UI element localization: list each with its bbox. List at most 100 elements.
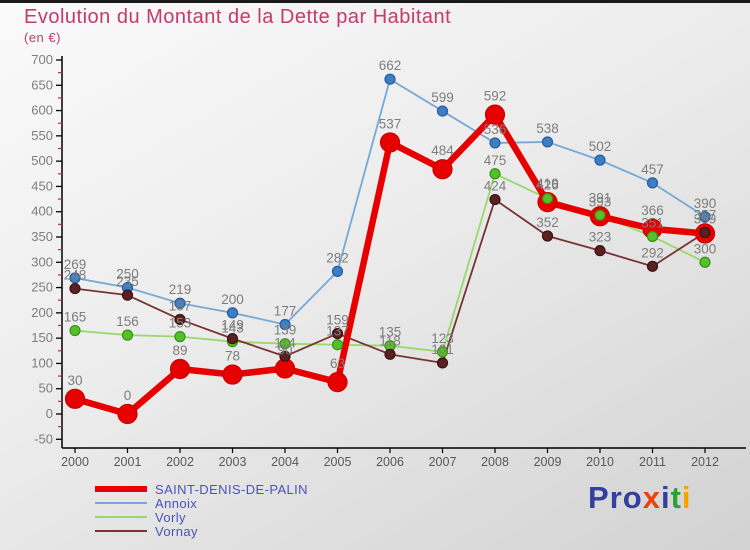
svg-text:149: 149 — [221, 318, 244, 333]
svg-text:269: 269 — [64, 257, 87, 272]
svg-text:599: 599 — [431, 90, 454, 105]
svg-text:118: 118 — [379, 333, 401, 348]
series-labels-vorly: 165 156 153 143 139 137 135 123 475 426 393 351 300 — [64, 153, 717, 346]
svg-text:89: 89 — [172, 343, 187, 358]
legend-label: Vorly — [155, 509, 186, 525]
svg-text:2001: 2001 — [114, 455, 142, 469]
svg-text:300: 300 — [694, 241, 717, 256]
svg-text:78: 78 — [225, 349, 240, 364]
svg-text:135: 135 — [379, 325, 402, 340]
legend-label: SAINT-DENIS-DE-PALIN — [155, 481, 308, 497]
svg-text:475: 475 — [484, 153, 507, 168]
series-labels-annoix: 269 250 219 200 177 282 662 599 536 538 502 457 390 — [64, 58, 717, 318]
legend-item-vornay: Vornay — [95, 523, 308, 539]
svg-text:537: 537 — [379, 116, 402, 131]
svg-text:177: 177 — [274, 303, 297, 318]
logo-letter: r — [609, 480, 623, 515]
svg-text:400: 400 — [31, 204, 53, 219]
legend-swatch — [95, 502, 147, 504]
legend-item-saint-denis-de-palin: SAINT-DENIS-DE-PALIN — [95, 481, 308, 497]
svg-text:2011: 2011 — [639, 455, 666, 469]
svg-text:323: 323 — [589, 230, 612, 245]
svg-text:2006: 2006 — [376, 455, 404, 469]
legend-swatch — [95, 486, 147, 492]
svg-text:2008: 2008 — [481, 455, 509, 469]
svg-text:156: 156 — [116, 314, 139, 329]
svg-text:2012: 2012 — [691, 455, 719, 469]
svg-text:2009: 2009 — [534, 455, 562, 469]
legend-swatch — [95, 516, 147, 518]
svg-text:235: 235 — [116, 274, 139, 289]
svg-text:662: 662 — [379, 58, 402, 73]
svg-text:352: 352 — [536, 215, 559, 230]
svg-text:100: 100 — [31, 355, 53, 370]
svg-text:30: 30 — [67, 373, 82, 388]
svg-text:114: 114 — [274, 335, 296, 350]
svg-text:250: 250 — [31, 280, 53, 295]
svg-text:139: 139 — [274, 323, 297, 338]
logo-letter: i — [681, 480, 692, 515]
logo-letter: P — [588, 480, 610, 515]
svg-text:143: 143 — [221, 321, 244, 336]
svg-text:366: 366 — [641, 203, 664, 218]
svg-text:600: 600 — [31, 103, 53, 118]
svg-text:351: 351 — [641, 215, 664, 230]
svg-text:484: 484 — [431, 143, 454, 158]
window-top-edge — [0, 0, 750, 3]
svg-text:165: 165 — [64, 310, 87, 325]
svg-text:-50: -50 — [34, 431, 53, 446]
series-dots-annoix — [69, 73, 711, 331]
svg-text:2002: 2002 — [166, 455, 194, 469]
svg-text:153: 153 — [169, 316, 192, 331]
svg-text:2005: 2005 — [324, 455, 352, 469]
svg-text:248: 248 — [64, 268, 87, 283]
svg-text:2003: 2003 — [219, 455, 247, 469]
svg-text:137: 137 — [326, 324, 349, 339]
svg-text:550: 550 — [31, 128, 53, 143]
svg-text:500: 500 — [31, 153, 53, 168]
svg-text:650: 650 — [31, 77, 53, 92]
logo-letter: t — [670, 480, 682, 515]
svg-text:538: 538 — [536, 121, 559, 136]
chart-subtitle: (en €) — [24, 30, 61, 45]
legend-swatch — [95, 530, 147, 532]
proxiti-logo: Proxiti — [588, 480, 692, 516]
logo-letter: i — [660, 480, 671, 515]
logo-letter: x — [642, 480, 661, 515]
svg-text:502: 502 — [589, 139, 612, 154]
legend-item-annoix: Annoix — [95, 495, 308, 511]
svg-text:536: 536 — [484, 122, 507, 137]
svg-text:391: 391 — [589, 190, 612, 205]
svg-text:187: 187 — [169, 298, 192, 313]
svg-text:292: 292 — [641, 245, 664, 260]
chart-legend: SAINT-DENIS-DE-PALIN Annoix Vorly Vornay — [95, 481, 308, 539]
page-title: Evolution du Montant de la Dette par Hab… — [24, 6, 452, 28]
svg-text:424: 424 — [484, 179, 507, 194]
svg-text:282: 282 — [326, 250, 349, 265]
svg-text:0: 0 — [124, 388, 132, 403]
svg-text:250: 250 — [116, 267, 139, 282]
series-labels-vornay: 248 235 187 149 114 159 118 101 424 352 323 292 359 — [64, 179, 717, 357]
svg-text:2007: 2007 — [429, 455, 457, 469]
svg-text:359: 359 — [694, 211, 717, 226]
series-dots-vornay — [69, 193, 711, 369]
svg-text:150: 150 — [31, 330, 53, 345]
legend-item-vorly: Vorly — [95, 509, 308, 525]
svg-text:101: 101 — [431, 342, 454, 357]
svg-text:426: 426 — [536, 178, 559, 193]
svg-text:200: 200 — [31, 305, 53, 320]
svg-text:350: 350 — [31, 229, 53, 244]
svg-text:200: 200 — [221, 292, 244, 307]
series-line-saint-denis-de-palin — [71, 111, 709, 418]
svg-text:2004: 2004 — [271, 455, 299, 469]
axes: 7006506005505004504003503002502001501005… — [31, 52, 746, 469]
svg-text:393: 393 — [589, 194, 612, 209]
logo-letter: o — [622, 480, 643, 515]
legend-label: Vornay — [155, 523, 198, 539]
legend-label: Annoix — [155, 495, 198, 511]
svg-text:2010: 2010 — [586, 455, 614, 469]
svg-text:300: 300 — [31, 254, 53, 269]
svg-text:419: 419 — [536, 176, 559, 191]
